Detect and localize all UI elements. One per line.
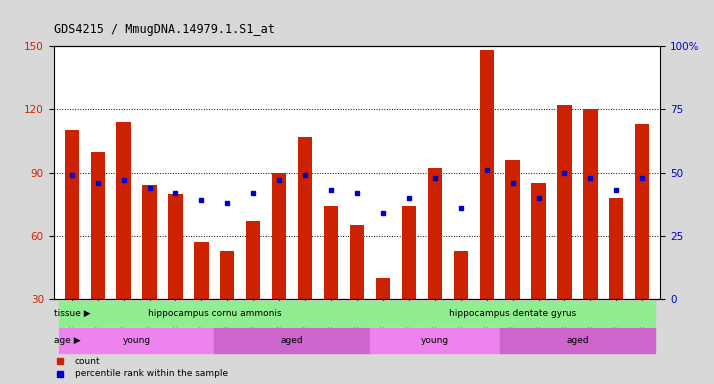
Bar [214, 328, 370, 353]
Text: aged: aged [566, 336, 589, 346]
Text: GDS4215 / MmugDNA.14979.1.S1_at: GDS4215 / MmugDNA.14979.1.S1_at [54, 23, 274, 36]
Bar [506, 160, 520, 299]
Bar [298, 137, 312, 299]
Bar [428, 169, 442, 299]
Bar [220, 251, 234, 299]
Bar [59, 328, 214, 353]
Bar [91, 152, 105, 299]
Bar [246, 221, 261, 299]
Bar [402, 206, 416, 299]
Bar [370, 301, 655, 326]
Bar [531, 183, 545, 299]
Bar [583, 109, 598, 299]
Bar [558, 105, 572, 299]
Bar [59, 301, 370, 326]
Bar [324, 206, 338, 299]
Text: tissue ▶: tissue ▶ [54, 309, 91, 318]
Bar [194, 242, 208, 299]
Bar [169, 194, 183, 299]
Bar [116, 122, 131, 299]
Bar [480, 50, 494, 299]
Bar [142, 185, 156, 299]
Text: aged: aged [281, 336, 303, 346]
Text: young: young [421, 336, 449, 346]
Text: hippocampus dentate gyrus: hippocampus dentate gyrus [449, 309, 576, 318]
Bar [635, 124, 650, 299]
Bar [453, 251, 468, 299]
Bar [609, 198, 623, 299]
Text: hippocampus cornu ammonis: hippocampus cornu ammonis [148, 309, 281, 318]
Text: age ▶: age ▶ [54, 336, 81, 346]
Text: count: count [75, 357, 101, 366]
Bar [500, 328, 655, 353]
Text: percentile rank within the sample: percentile rank within the sample [75, 369, 228, 378]
Bar [272, 173, 286, 299]
Bar [376, 278, 390, 299]
Bar [64, 131, 79, 299]
Text: young: young [123, 336, 151, 346]
Bar [370, 328, 500, 353]
Bar [350, 225, 364, 299]
